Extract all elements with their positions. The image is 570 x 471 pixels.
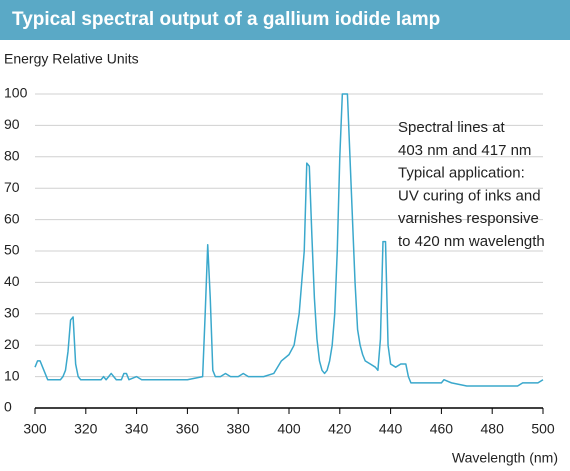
x-tick-label: 460 (430, 421, 454, 437)
x-tick-label: 420 (328, 421, 352, 437)
spectrum-line (34, 93, 544, 387)
y-tick-label: 10 (4, 367, 20, 383)
annotation: 403 nm and 417 nm (398, 142, 531, 159)
y-tick-label: 90 (4, 116, 20, 132)
annotation: to 420 nm wavelength (398, 233, 545, 250)
x-tick-label: 360 (176, 421, 200, 437)
annotation: varnishes responsive (398, 210, 539, 227)
annotation: Spectral lines at (398, 119, 506, 136)
y-tick-label: 30 (4, 305, 20, 321)
title-bar (0, 0, 570, 40)
x-tick-label: 500 (531, 421, 555, 437)
x-tick-label: 320 (74, 421, 98, 437)
y-axis-label: Energy Relative Units (4, 51, 139, 67)
y-tick-label: 80 (4, 148, 20, 164)
y-tick-label: 70 (4, 179, 20, 195)
chart-title: Typical spectral output of a gallium iod… (12, 9, 440, 30)
y-tick-label: 100 (4, 85, 28, 101)
x-tick-label: 480 (481, 421, 505, 437)
y-tick-label: 50 (4, 242, 20, 258)
x-tick-label: 400 (277, 421, 301, 437)
x-axis-label: Wavelength (nm) (452, 450, 558, 466)
annotation: UV curing of inks and (398, 187, 541, 204)
annotation: Typical application: (398, 165, 525, 182)
x-tick-label: 300 (23, 421, 47, 437)
y-tick-label: 0 (4, 399, 12, 415)
y-tick-label: 40 (4, 273, 20, 289)
y-tick-label: 60 (4, 210, 20, 226)
x-tick-label: 340 (125, 421, 149, 437)
y-tick-label: 20 (4, 336, 20, 352)
x-tick-label: 440 (379, 421, 403, 437)
x-tick-label: 380 (227, 421, 251, 437)
